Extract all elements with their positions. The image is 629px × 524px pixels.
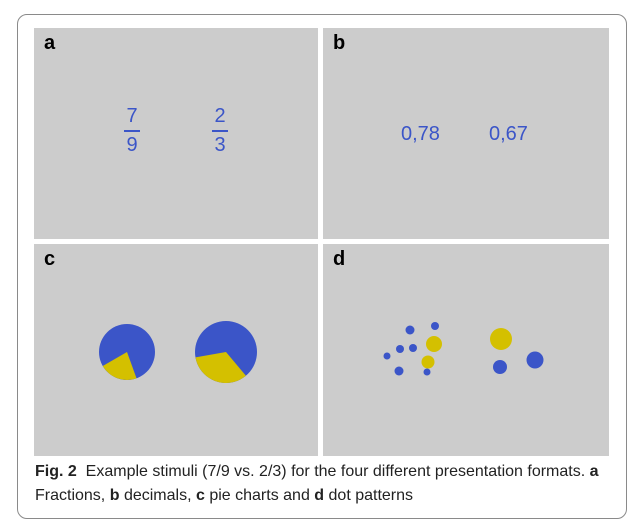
decimal-0-78: 0,78 — [401, 123, 440, 145]
fraction-numerator: 2 — [214, 105, 226, 127]
fraction-bar — [212, 130, 228, 132]
caption-a-letter: a — [589, 463, 599, 480]
figure-label: Fig. 2 — [35, 463, 77, 480]
yellow-dot — [421, 355, 435, 369]
caption-d-letter: d — [314, 487, 325, 504]
caption-b-letter: b — [109, 487, 120, 504]
pie-yellow-portion — [102, 352, 137, 380]
panel-b-letter: b — [333, 32, 346, 54]
pie-charts-svg — [99, 321, 257, 383]
blue-dot — [423, 368, 431, 376]
panel-a-letter: a — [44, 32, 56, 54]
blue-dot — [394, 366, 404, 376]
blue-dot — [383, 352, 391, 360]
decimal-0-67: 0,67 — [489, 123, 528, 145]
blue-dot — [493, 360, 507, 374]
pie-chart-2-3 — [195, 321, 257, 383]
fraction-7-9: 7 9 — [120, 105, 144, 156]
blue-dot — [431, 322, 439, 330]
blue-dot — [526, 351, 544, 369]
yellow-dot — [490, 328, 512, 350]
panel-d-dot-patterns: d — [323, 244, 609, 456]
caption-a-text: Fractions, — [35, 487, 106, 504]
blue-dot — [405, 325, 415, 335]
fraction-numerator: 7 — [126, 105, 138, 127]
fraction-denominator: 9 — [126, 133, 138, 156]
dot-patterns-svg — [383, 322, 544, 376]
fraction-2-3: 2 3 — [208, 105, 232, 156]
fraction-bar — [124, 130, 140, 132]
panel-a-fractions: a 7 9 2 3 — [34, 28, 318, 239]
panel-b-decimals: b 0,78 0,67 — [323, 28, 609, 239]
figure-caption: Fig. 2 Example stimuli (7/9 vs. 2/3) for… — [35, 460, 615, 508]
panel-c-pie-charts: c — [34, 244, 318, 456]
panel-c-letter: c — [44, 248, 56, 270]
caption-d-text: dot patterns — [328, 487, 414, 504]
fraction-denominator: 3 — [214, 133, 226, 156]
blue-dot — [396, 345, 404, 353]
caption-b-text: decimals, — [123, 487, 192, 504]
panel-d-letter: d — [333, 248, 346, 270]
yellow-dot — [426, 336, 442, 352]
pie-yellow-portion — [195, 352, 246, 383]
caption-intro: Example stimuli (7/9 vs. 2/3) for the fo… — [85, 463, 586, 480]
pie-chart-7-9 — [99, 324, 155, 380]
caption-c-text: pie charts and — [209, 487, 310, 504]
caption-c-letter: c — [195, 487, 205, 504]
blue-dot — [409, 344, 417, 352]
